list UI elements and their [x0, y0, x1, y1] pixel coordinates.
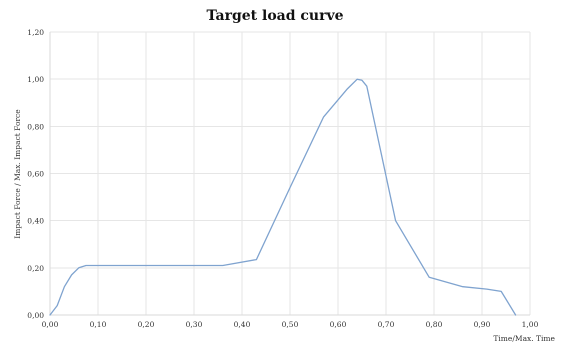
data-series — [49, 78, 517, 316]
grid-lines — [49, 31, 531, 315]
x-tick-label: 0,80 — [426, 320, 443, 329]
x-tick-label: 0,40 — [234, 320, 251, 329]
x-tick-label: 0,30 — [186, 320, 203, 329]
y-tick-label: 0,80 — [27, 122, 44, 131]
x-tick-label: 0,10 — [90, 320, 107, 329]
y-tick-label: 0,40 — [27, 217, 44, 226]
x-tick-label: 0,50 — [282, 320, 299, 329]
x-tick-label: 0,20 — [138, 320, 155, 329]
x-tick-label: 0,70 — [378, 320, 395, 329]
y-tick-label: 0,20 — [27, 264, 44, 273]
x-tick-label: 1,00 — [522, 320, 539, 329]
axes — [49, 32, 530, 316]
tick-labels: 0,00 0,10 0,20 0,30 0,40 0,50 0,60 0,70 0,80 0,90… — [27, 28, 538, 329]
y-tick-label: 1,20 — [27, 28, 44, 37]
x-tick-label: 0,60 — [330, 320, 347, 329]
y-axis-title: Impact Force / Max. Impact Force — [13, 109, 22, 239]
chart-title: Target load curve — [206, 8, 343, 24]
x-axis-title: Time/Max. Time — [493, 334, 555, 343]
series-line — [49, 78, 517, 316]
y-tick-label: 0,60 — [27, 170, 44, 179]
x-tick-label: 0,90 — [474, 320, 491, 329]
y-tick-label: 0,00 — [27, 311, 44, 320]
y-tick-label: 1,00 — [27, 75, 44, 84]
x-tick-label: 0,00 — [42, 320, 59, 329]
